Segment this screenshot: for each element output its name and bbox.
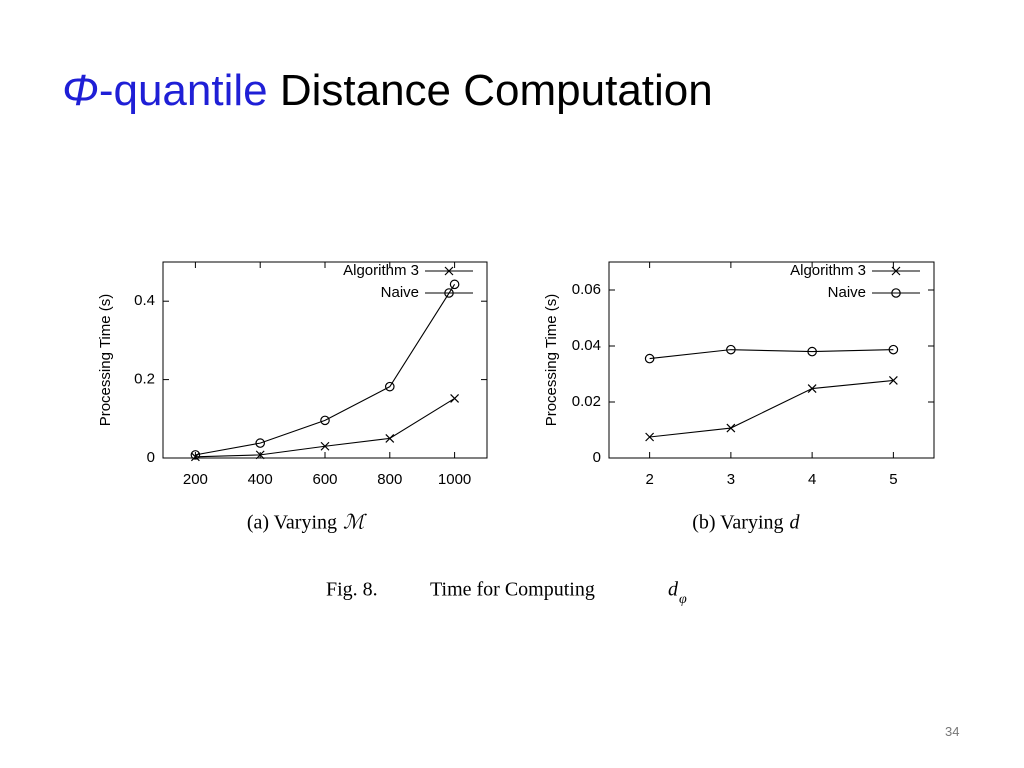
y-tick-label: 0.4 — [134, 292, 155, 309]
figure-label: Fig. 8. — [326, 579, 378, 601]
legend-symbol — [891, 266, 901, 276]
marker — [320, 415, 330, 426]
legend-label: Algorithm 3 — [343, 262, 419, 279]
chart-caption: (a) Varying — [247, 512, 337, 534]
chart-caption-symbol: ℳ — [343, 512, 367, 534]
x-tick-label: 5 — [889, 471, 897, 488]
marker — [190, 450, 201, 460]
y-tick-label: 0.04 — [572, 337, 601, 354]
marker — [807, 384, 817, 393]
marker — [645, 432, 655, 442]
x-tick-label: 3 — [727, 471, 735, 488]
legend-label: Naive — [381, 284, 419, 301]
y-tick-label: 0 — [593, 449, 601, 466]
x-tick-label: 200 — [183, 471, 208, 488]
legend-marker — [891, 266, 901, 276]
y-axis-label: Processing Time (s) — [543, 294, 560, 427]
y-axis-label: Processing Time (s) — [97, 294, 114, 427]
marker — [888, 344, 899, 355]
title-highlight: -quantile — [98, 66, 268, 115]
marker — [644, 353, 655, 364]
legend-label: Algorithm 3 — [790, 262, 866, 279]
y-tick-label: 0.2 — [134, 371, 155, 388]
plot-frame — [162, 261, 488, 459]
marker — [726, 423, 736, 433]
legend-marker — [891, 288, 901, 298]
legend-marker — [444, 288, 454, 298]
marker — [385, 433, 395, 443]
y-tick-label: 0 — [147, 449, 155, 466]
legend-label: Naive — [828, 284, 866, 301]
marker — [450, 393, 460, 403]
chart: 0 0.02 0.04 0.06 2 3 4 5 Processing Time (s) (b) … — [543, 261, 935, 534]
title-symbol: Φ — [62, 66, 99, 115]
slide-title: Φ-quantile Distance Computation — [62, 66, 713, 116]
page-number: 34 — [945, 724, 960, 739]
legend-symbol — [444, 266, 454, 276]
marker — [449, 279, 460, 290]
marker — [384, 381, 395, 392]
legend-marker — [444, 266, 454, 276]
series-line — [649, 349, 894, 360]
chart-caption-symbol: d — [790, 512, 801, 534]
x-tick-label: 400 — [248, 471, 273, 488]
marker — [807, 346, 817, 357]
series-line — [649, 379, 894, 438]
y-tick-label: 0.06 — [572, 281, 601, 298]
marker — [255, 450, 265, 460]
y-tick-label: 0.02 — [572, 393, 601, 410]
legend-symbol — [444, 288, 454, 298]
marker — [888, 376, 898, 385]
figure-subscript: φ — [679, 592, 687, 607]
x-tick-label: 2 — [645, 471, 653, 488]
series-line — [195, 284, 456, 456]
chart-caption: (b) Varying — [692, 512, 783, 534]
marker — [320, 441, 330, 451]
figure-symbol: d — [668, 579, 679, 601]
x-tick-label: 1000 — [438, 471, 471, 488]
figure-text: Time for Computing — [430, 579, 595, 601]
x-tick-label: 4 — [808, 471, 816, 488]
x-tick-label: 800 — [377, 471, 402, 488]
marker — [255, 438, 265, 448]
legend-symbol — [891, 288, 901, 298]
chart: 0 0.2 0.4 200 400 600 800 1000 Processing Time (… — [97, 261, 488, 534]
plot-frame — [608, 261, 935, 459]
marker — [726, 344, 736, 355]
title-rest: Distance Computation — [279, 66, 713, 115]
x-tick-label: 600 — [312, 471, 337, 488]
